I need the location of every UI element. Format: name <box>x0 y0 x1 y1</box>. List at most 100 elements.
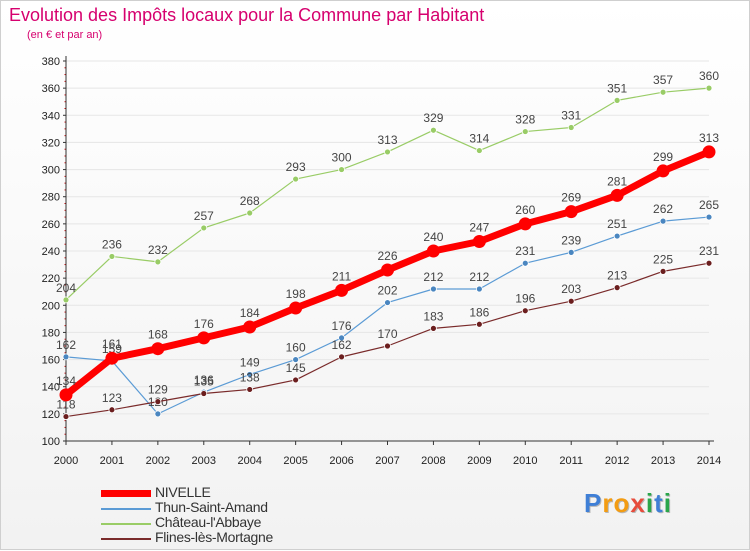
data-point <box>108 253 116 260</box>
data-point <box>292 175 300 183</box>
y-tick-label: 320 <box>42 137 60 149</box>
data-label: 331 <box>561 109 581 123</box>
data-label: 232 <box>148 243 168 257</box>
x-tick-label: 2000 <box>54 455 78 467</box>
data-point <box>381 263 394 277</box>
y-tick-label: 340 <box>42 110 60 122</box>
data-label: 260 <box>515 203 535 217</box>
data-label: 135 <box>194 375 214 389</box>
data-point <box>521 128 529 135</box>
x-tick-label: 2009 <box>467 455 491 467</box>
data-point <box>105 351 119 365</box>
data-label: 204 <box>56 281 76 295</box>
data-point <box>472 235 486 248</box>
data-label: 251 <box>607 217 627 231</box>
data-point <box>613 284 621 292</box>
legend-item: Château-l'Abbaye <box>101 514 361 531</box>
data-point <box>246 386 254 393</box>
data-point <box>384 299 391 306</box>
logo-letter: x <box>630 488 646 518</box>
data-point <box>62 296 70 304</box>
x-tick-label: 2006 <box>329 455 353 467</box>
data-point <box>659 267 667 275</box>
data-label: 313 <box>377 133 397 147</box>
x-tick-label: 2011 <box>559 455 583 467</box>
data-point <box>384 342 391 350</box>
data-point <box>659 88 667 96</box>
data-point <box>151 342 165 356</box>
data-point <box>521 307 529 315</box>
data-point <box>335 283 349 297</box>
data-label: 314 <box>469 132 489 146</box>
data-label: 134 <box>56 374 76 388</box>
data-label: 176 <box>332 319 352 333</box>
data-label: 213 <box>607 269 627 283</box>
data-label: 281 <box>607 174 627 188</box>
x-tick-label: 2004 <box>237 455 261 467</box>
data-label: 236 <box>102 237 122 251</box>
data-point <box>62 413 70 420</box>
data-point <box>289 301 303 315</box>
x-tick-label: 2007 <box>375 455 399 467</box>
data-label: 203 <box>561 282 581 296</box>
data-point <box>705 84 713 92</box>
data-label: 183 <box>423 309 443 323</box>
data-label: 162 <box>332 338 352 352</box>
data-label: 198 <box>286 287 306 301</box>
y-tick-label: 260 <box>42 219 60 231</box>
legend-swatch <box>101 523 151 525</box>
data-point <box>610 188 624 202</box>
y-tick-label: 300 <box>42 165 60 177</box>
data-label: 202 <box>377 284 397 298</box>
logo-letter: o <box>613 488 631 518</box>
data-label: 329 <box>423 111 443 125</box>
data-label: 357 <box>653 73 673 87</box>
data-point <box>200 224 208 232</box>
legend-swatch <box>101 508 151 510</box>
data-point <box>518 217 532 231</box>
data-point <box>475 320 483 328</box>
legend-label: Château-l'Abbaye <box>155 514 262 530</box>
data-point <box>659 217 667 225</box>
legend-label: Thun-Saint-Amand <box>155 499 268 515</box>
data-point <box>705 213 713 221</box>
data-label: 257 <box>194 209 214 223</box>
logo-letter: i <box>663 488 672 518</box>
y-tick-label: 120 <box>42 409 60 421</box>
data-label: 196 <box>515 292 535 306</box>
data-point <box>154 398 162 406</box>
data-label: 239 <box>561 233 581 247</box>
x-tick-label: 2008 <box>421 455 445 467</box>
data-label: 211 <box>332 269 351 283</box>
data-point <box>338 334 345 342</box>
data-point <box>108 406 116 414</box>
data-point <box>62 353 70 361</box>
data-point <box>338 353 345 361</box>
logo-letter: t <box>654 488 664 518</box>
data-label: 262 <box>653 202 673 216</box>
x-tick-label: 2001 <box>100 455 124 467</box>
y-tick-label: 360 <box>42 83 60 95</box>
data-label: 268 <box>240 194 260 208</box>
data-point <box>430 126 437 134</box>
data-point <box>475 147 483 154</box>
legend-swatch <box>101 490 151 497</box>
x-tick-label: 2010 <box>513 455 537 467</box>
data-label: 212 <box>423 270 443 284</box>
y-tick-label: 380 <box>42 56 60 68</box>
data-label: 170 <box>377 327 397 341</box>
legend-label: Flines-lès-Mortagne <box>155 529 274 545</box>
y-tick-label: 280 <box>42 192 60 204</box>
data-label: 118 <box>56 398 75 412</box>
chart-title: Evolution des Impôts locaux pour la Comm… <box>9 5 485 25</box>
x-tick-label: 2003 <box>192 455 216 467</box>
data-label: 184 <box>240 306 260 320</box>
data-point <box>246 209 254 217</box>
y-tick-label: 220 <box>42 273 60 285</box>
data-point <box>567 248 575 256</box>
data-point <box>564 205 578 219</box>
data-point <box>154 410 162 418</box>
legend-item: Flines-lès-Mortagne <box>101 529 361 546</box>
